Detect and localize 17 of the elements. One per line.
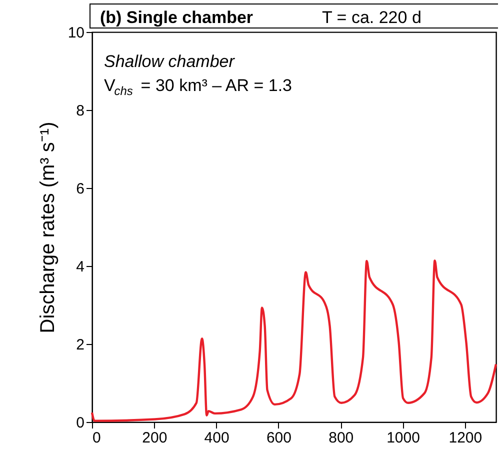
y-tick-label: 4: [76, 258, 84, 276]
y-tick-label: 8: [76, 102, 84, 120]
x-tick-label: 800: [328, 430, 354, 446]
chart-subtitle: T = ca. 220 d: [322, 8, 422, 27]
chart-title: (b) Single chamber: [100, 8, 254, 27]
x-tick-label: 600: [266, 430, 292, 446]
y-tick-label: 6: [76, 180, 84, 198]
x-tick-label: 0: [92, 430, 101, 446]
y-axis-title: Discharge rates (m³ s⁻¹): [36, 122, 59, 334]
x-tick-label: 400: [204, 430, 230, 446]
x-tick-label: 1200: [448, 430, 482, 446]
x-tick-label: 1000: [386, 430, 420, 446]
y-tick-label: 2: [76, 336, 84, 354]
x-tick-label: 200: [142, 430, 168, 446]
y-tick-label: 10: [68, 24, 84, 42]
y-tick-label: 0: [76, 414, 84, 432]
annotation: Shallow chamber: [104, 52, 236, 71]
